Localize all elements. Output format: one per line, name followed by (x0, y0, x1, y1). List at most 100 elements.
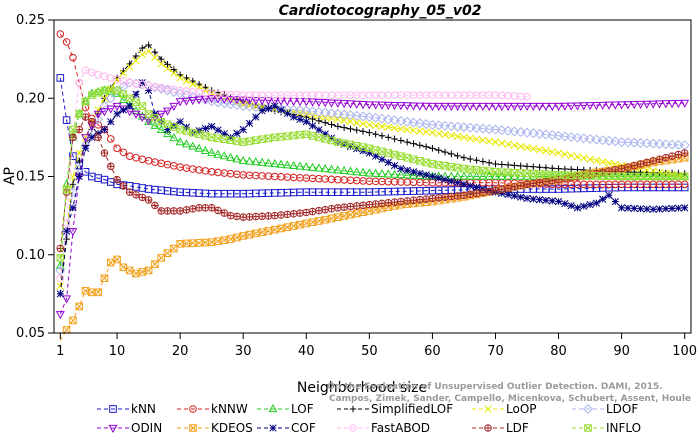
data-point (541, 102, 551, 112)
data-point (630, 161, 639, 170)
data-point (378, 147, 386, 156)
data-point (182, 206, 191, 214)
data-point (194, 143, 204, 152)
data-point (277, 106, 285, 114)
data-point (326, 108, 337, 119)
data-point (327, 214, 336, 223)
data-point (384, 199, 393, 207)
data-point (339, 100, 349, 109)
data-point (346, 117, 355, 126)
data-point (498, 189, 506, 198)
data-point (107, 118, 115, 126)
data-point (585, 102, 595, 111)
data-point (384, 158, 392, 167)
data-point (371, 121, 380, 130)
data-point (170, 69, 178, 77)
data-point (478, 102, 488, 112)
data-point (327, 134, 336, 142)
data-point (548, 197, 556, 205)
data-point (206, 96, 217, 107)
data-point (81, 96, 91, 105)
data-point (296, 131, 304, 139)
data-point (220, 130, 228, 138)
legend-marker (189, 405, 197, 413)
data-point (81, 286, 90, 295)
data-point (200, 145, 210, 154)
data-point (629, 171, 639, 180)
y-tick-label: 0.05 (16, 326, 45, 341)
data-point (497, 102, 507, 112)
x-tick-label: 60 (424, 344, 441, 359)
data-point (453, 179, 462, 187)
data-point (270, 158, 280, 168)
data-point (212, 97, 223, 108)
data-point (100, 125, 109, 134)
data-point (561, 150, 569, 158)
data-point (517, 162, 525, 170)
data-point (251, 96, 261, 106)
data-point (660, 139, 671, 150)
data-point (421, 102, 431, 111)
data-point (176, 125, 184, 134)
data-point (56, 254, 65, 262)
data-point (559, 131, 570, 142)
data-point (477, 123, 488, 134)
data-point (56, 274, 65, 283)
data-point (578, 133, 589, 144)
data-point (661, 100, 671, 109)
data-point (258, 135, 266, 144)
data-point (151, 201, 159, 210)
legend-label: kNN (131, 402, 156, 416)
data-point (340, 203, 348, 211)
legend-marker (584, 424, 592, 432)
data-point (119, 182, 128, 190)
data-point (170, 66, 178, 73)
data-point (472, 135, 481, 143)
data-point (226, 152, 236, 161)
data-point (270, 211, 279, 220)
data-point (473, 156, 480, 164)
data-point (465, 171, 475, 180)
data-point (642, 100, 652, 109)
data-point (458, 122, 469, 133)
data-point (126, 63, 134, 71)
data-point (654, 138, 665, 149)
data-point (372, 130, 379, 138)
series-line (59, 81, 685, 294)
x-tick-label: 20 (172, 344, 189, 359)
data-point (201, 124, 210, 133)
data-point (591, 101, 601, 111)
data-point (181, 139, 191, 148)
data-point (208, 122, 216, 131)
data-point (427, 102, 437, 112)
data-point (459, 171, 469, 180)
data-point (560, 102, 570, 111)
data-point (371, 205, 380, 214)
data-point (397, 197, 405, 206)
data-point (673, 139, 684, 150)
data-point (667, 100, 677, 109)
data-point (370, 112, 381, 123)
data-point (365, 121, 374, 129)
data-point (452, 121, 463, 132)
data-point (472, 183, 481, 192)
data-point (88, 68, 96, 77)
data-point (188, 141, 198, 150)
data-point (74, 163, 85, 174)
data-point (183, 74, 190, 82)
data-point (610, 101, 620, 110)
data-point (62, 116, 71, 124)
legend-label: FastABOD (371, 421, 430, 434)
data-point (604, 135, 615, 146)
data-point (637, 168, 644, 176)
data-point (673, 99, 683, 109)
data-point (592, 156, 601, 165)
data-point (289, 210, 298, 218)
data-point (144, 196, 153, 204)
data-point (422, 171, 430, 179)
data-point (219, 95, 229, 104)
data-point (99, 108, 109, 117)
data-point (466, 190, 475, 199)
data-point (219, 151, 229, 160)
